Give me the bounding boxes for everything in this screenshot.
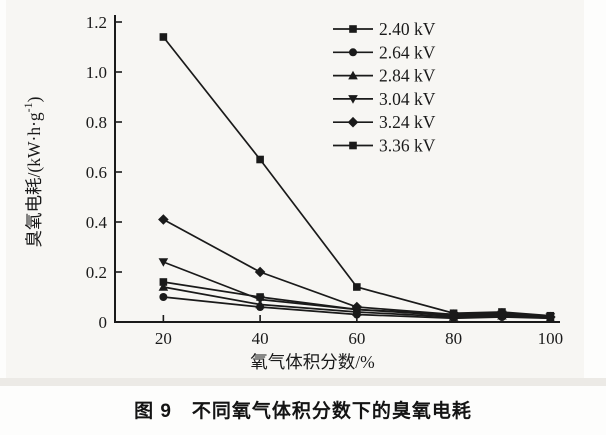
figure-caption: 图 9 不同氧气体积分数下的臭氧电耗 [134,401,472,422]
legend-label: 3.04 kV [379,89,436,109]
circle-marker [159,293,168,301]
circle-marker [349,48,357,57]
triangle-down-marker [158,258,169,267]
x-tick-label: 20 [155,329,172,348]
square-marker [449,309,458,318]
y-tick-label: 1.2 [86,13,107,32]
triangle-down-marker [348,95,358,104]
square-marker [498,308,506,316]
legend-entry: 2.40 kV [333,19,436,39]
legend-label: 2.84 kV [379,66,436,86]
series-line [163,261,551,318]
triangle-up-marker [158,282,169,291]
scan-artifact-band [0,378,606,386]
square-marker [349,25,357,33]
ozone-power-consumption-chart: 0 0.2 0.4 0.6 0.8 1.0 1.2 20 40 60 80 100 氧气体积分数/% 臭氧… [21,13,563,372]
y-tick-label: 0.4 [86,213,108,232]
legend-entry: 3.24 kV [333,112,436,132]
scanned-chart-background [6,0,584,383]
square-marker [353,283,361,291]
square-marker [546,311,555,320]
y-tick-label: 0.6 [86,163,107,182]
square-marker [159,278,168,286]
square-marker [159,33,168,41]
square-marker [256,155,264,164]
legend-entry: 3.04 kV [333,89,436,109]
y-tick-label: 0.8 [86,113,107,132]
triangle-down-marker [255,295,265,305]
series-line [162,36,551,317]
series-3.24-kV [158,214,556,323]
diamond-marker [254,266,266,278]
legend-entry: 3.36 kV [333,136,436,156]
legend-label: 3.24 kV [379,112,436,132]
x-tick-label: 80 [445,329,462,348]
x-tick-label: 60 [348,329,365,348]
x-tick-label: 40 [252,329,269,348]
diamond-marker [351,301,363,313]
triangle-up-marker [348,70,358,80]
series-line [163,296,551,320]
y-tick-label: 0.2 [86,263,107,282]
diamond-marker [347,116,359,128]
y-tick-label: 0 [99,313,108,332]
y-tick-label: 1.0 [86,63,107,82]
axes: 0 0.2 0.4 0.6 0.8 1.0 1.2 20 40 60 80 100 [86,13,563,348]
series-line [162,218,551,318]
series-line [163,286,551,320]
diamond-marker [158,214,169,225]
legend-label: 2.64 kV [379,42,436,62]
series-3.36-kV [159,33,555,320]
legend-entry: 2.64 kV [333,42,436,62]
y-axis-title: 臭氧电耗/(kW·h·g-1) [21,96,44,247]
x-axis-title: 氧气体积分数/% [250,352,374,372]
legend-label: 3.36 kV [379,136,436,156]
x-tick-label: 100 [538,329,564,348]
legend-entry: 2.84 kV [333,66,436,86]
square-marker [349,141,357,150]
legend: 2.40 kV 2.64 kV 2.84 kV 3.04 kV 3.24 kV 3.36 … [333,19,436,156]
legend-label: 2.40 kV [379,19,436,39]
